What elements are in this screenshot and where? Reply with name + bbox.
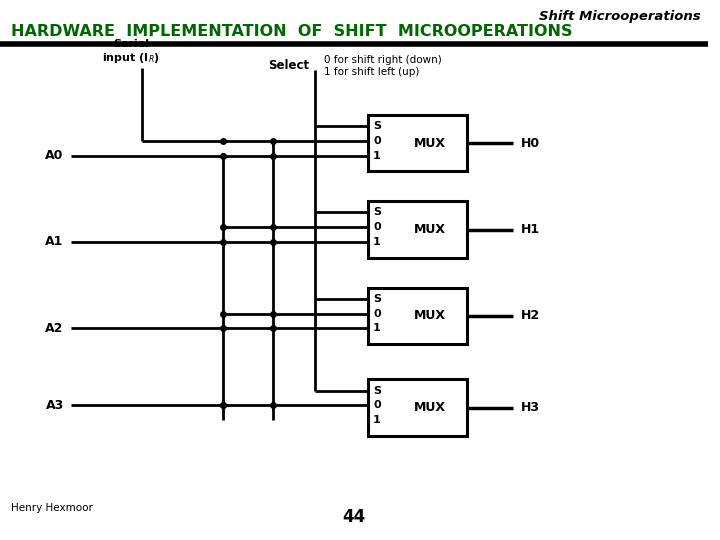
Text: 1: 1: [373, 323, 381, 333]
Text: MUX: MUX: [414, 401, 446, 414]
Text: Shift Microoperations: Shift Microoperations: [539, 10, 701, 23]
Text: 0 for shift right (down)
1 for shift left (up): 0 for shift right (down) 1 for shift lef…: [323, 55, 441, 77]
Text: S: S: [373, 386, 381, 396]
Bar: [368, 201, 467, 258]
Text: 1: 1: [373, 237, 381, 247]
Text: A2: A2: [45, 322, 64, 335]
Text: H1: H1: [521, 223, 539, 236]
Text: A0: A0: [45, 149, 64, 162]
Text: HARDWARE  IMPLEMENTATION  OF  SHIFT  MICROOPERATIONS: HARDWARE IMPLEMENTATION OF SHIFT MICROOP…: [11, 24, 572, 39]
Text: 0: 0: [373, 309, 381, 319]
Text: 1: 1: [373, 415, 381, 425]
Text: Select: Select: [269, 59, 310, 72]
Text: MUX: MUX: [414, 309, 446, 322]
Text: 1: 1: [373, 151, 381, 160]
Bar: [368, 115, 467, 172]
Text: A1: A1: [45, 235, 64, 248]
Text: H3: H3: [521, 401, 539, 414]
Text: Henry Hexmoor: Henry Hexmoor: [11, 503, 92, 513]
Text: 0: 0: [373, 401, 381, 410]
Text: H0: H0: [521, 137, 539, 150]
Text: S: S: [373, 207, 381, 218]
Text: A3: A3: [45, 399, 64, 412]
Text: MUX: MUX: [414, 223, 446, 236]
Text: H2: H2: [521, 309, 539, 322]
Text: 44: 44: [343, 509, 366, 526]
Bar: [368, 287, 467, 345]
Text: S: S: [373, 294, 381, 304]
Text: 0: 0: [373, 222, 381, 232]
Text: MUX: MUX: [414, 137, 446, 150]
Bar: [368, 379, 467, 436]
Text: 0: 0: [373, 136, 381, 146]
Text: S: S: [373, 121, 381, 131]
Text: Serial
input (I$_R$): Serial input (I$_R$): [102, 39, 160, 65]
